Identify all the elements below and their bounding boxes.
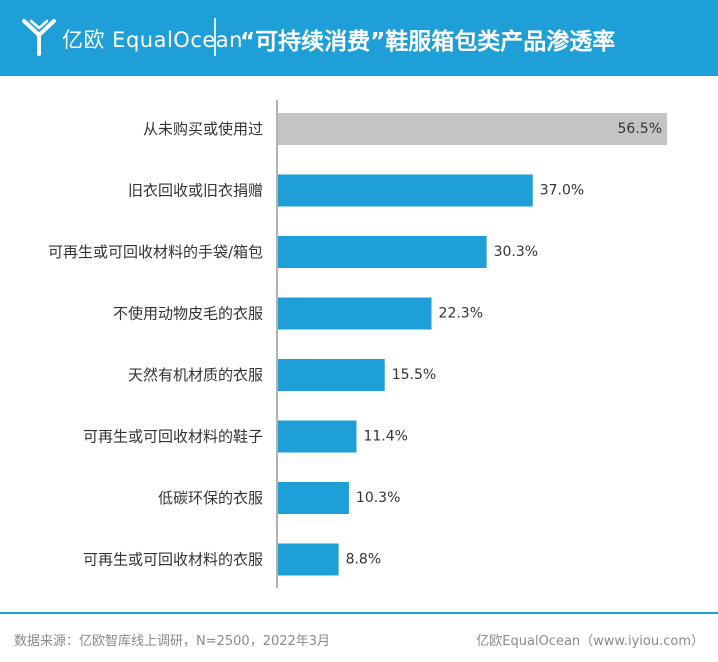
data-label: 30.3% [494,244,538,260]
header-divider [214,18,216,56]
category-label: 可再生或可回收材料的鞋子 [83,428,263,446]
category-label: 可再生或可回收材料的衣服 [83,551,263,569]
data-label: 8.8% [346,552,382,568]
data-label: 37.0% [540,183,584,199]
bar [278,543,339,576]
equalocean-logo-icon [22,19,56,56]
footer-brand: 亿欧EqualOcean（www.iyiou.com） [476,634,704,649]
data-label: 56.5% [618,121,662,137]
footer-divider [0,612,718,614]
bar [278,482,349,514]
category-label: 不使用动物皮毛的衣服 [113,305,263,323]
data-label: 11.4% [363,429,407,445]
bar-chart: 从未购买或使用过 56.5% 旧衣回收或旧衣捐赠 37.0% 可再生或可回收材料的手袋/… [48,100,667,588]
data-label: 22.3% [439,306,483,322]
bar [278,113,667,145]
header: 亿欧 EqualOcean “可持续消费”鞋服箱包类产品渗透率 [0,0,718,76]
bar [278,420,357,453]
category-label: 低碳环保的衣服 [158,489,263,507]
category-label: 天然有机材质的衣服 [128,366,263,384]
category-label: 可再生或可回收材料的手袋/箱包 [48,243,263,261]
category-label: 旧衣回收或旧衣捐赠 [128,182,263,200]
data-source-note: 数据来源：亿欧智库线上调研，N=2500，2022年3月 [14,634,331,649]
data-label: 10.3% [356,490,400,506]
bar [278,297,432,330]
bar [278,236,487,268]
brand-logo-text: 亿欧 EqualOcean [62,28,243,52]
bar [278,174,533,207]
category-label: 从未购买或使用过 [143,120,263,138]
data-label: 15.5% [392,367,436,383]
page-title: “可持续消费”鞋服箱包类产品渗透率 [240,29,616,55]
bar [278,359,385,391]
